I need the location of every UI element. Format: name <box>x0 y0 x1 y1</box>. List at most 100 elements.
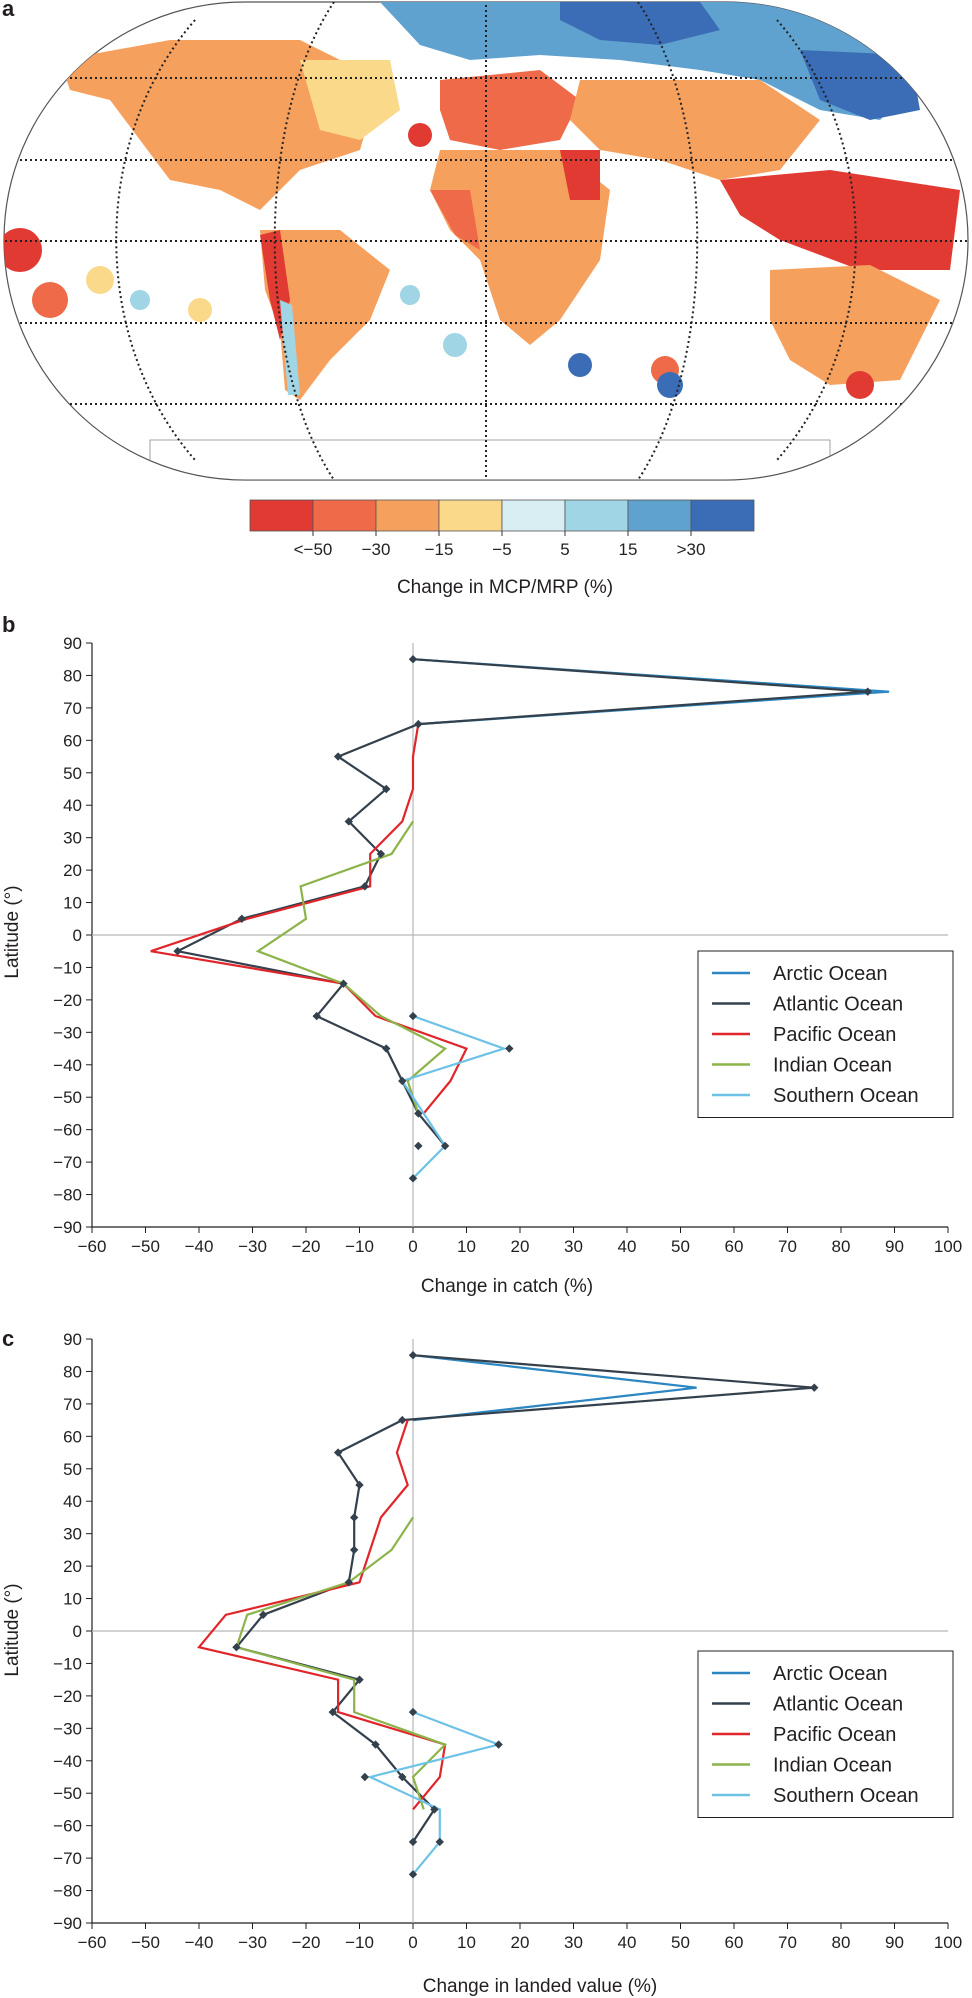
y-tick-label: −50 <box>53 1088 82 1107</box>
x-tick-label: 100 <box>934 1237 962 1256</box>
y-tick-label: −20 <box>53 991 82 1010</box>
data-point-marker <box>810 1383 819 1392</box>
y-tick-label: 90 <box>63 634 82 653</box>
y-tick-label: 60 <box>63 731 82 750</box>
data-point-marker <box>398 1772 407 1782</box>
series-line-arctic-ocean <box>412 658 890 726</box>
data-point-marker <box>408 1351 418 1360</box>
legend-label: Southern Ocean <box>773 1785 919 1807</box>
data-point-marker <box>408 1837 418 1847</box>
map-east-siberia <box>800 50 920 120</box>
x-tick-label: 20 <box>511 1933 530 1952</box>
x-tick-label: −50 <box>131 1237 160 1256</box>
chart-landed-value: 9080706050403020100−10−20−30−40−50−60−70… <box>53 1330 962 1952</box>
map-island <box>32 282 68 318</box>
map-north-america <box>60 40 380 210</box>
x-tick-label: 80 <box>832 1933 851 1952</box>
y-tick-label: 40 <box>63 1492 82 1511</box>
colorbar-bin <box>501 499 566 532</box>
chart-b-xlabel: Change in catch (%) <box>421 1276 593 1297</box>
map-middle-east <box>560 150 600 200</box>
series-line-pacific-ocean <box>150 723 469 1115</box>
series-line-southern-ocean <box>400 1015 508 1180</box>
y-tick-label: 80 <box>63 1362 82 1381</box>
y-tick-label: 0 <box>73 926 82 945</box>
legend-label: Arctic Ocean <box>773 963 887 985</box>
y-tick-label: −10 <box>53 1654 82 1673</box>
data-point-marker <box>414 1109 423 1118</box>
x-tick-label: 50 <box>671 1933 690 1952</box>
map-graticule <box>4 2 968 480</box>
y-tick-label: −70 <box>53 1849 82 1868</box>
series-line-arctic-ocean <box>412 1354 697 1422</box>
series-line-southern-ocean <box>366 1711 503 1876</box>
legend-label: Atlantic Ocean <box>773 1694 903 1716</box>
colorbar-title: Change in MCP/MRP (%) <box>397 577 613 598</box>
panel-c-label: c <box>2 1326 14 1351</box>
panel-a-label: a <box>2 0 15 21</box>
data-point-marker <box>414 1141 423 1151</box>
colorbar-bin <box>564 499 629 532</box>
map-island <box>568 353 592 377</box>
data-point-marker <box>398 1415 407 1425</box>
x-tick-label: 60 <box>725 1237 744 1256</box>
y-tick-label: −80 <box>53 1186 82 1205</box>
series-line-pacific-ocean <box>197 1419 447 1811</box>
data-point-marker <box>360 1772 370 1782</box>
colorbar-bin <box>690 499 755 532</box>
y-tick-label: 10 <box>63 1590 82 1609</box>
legend-label: Arctic Ocean <box>773 1663 887 1685</box>
y-tick-label: 30 <box>63 1525 82 1544</box>
data-point-marker <box>355 1675 364 1684</box>
colorbar-tick-label: <−50 <box>294 540 333 559</box>
map-island <box>408 123 432 147</box>
data-point-marker <box>398 1076 407 1086</box>
world-map <box>3 1 969 481</box>
colorbar-bin <box>627 499 692 532</box>
x-tick-label: −20 <box>292 1237 321 1256</box>
y-tick-label: 70 <box>63 1395 82 1414</box>
colorbar-tick-label: 15 <box>619 540 638 559</box>
data-point-marker <box>863 687 872 696</box>
y-tick-label: −10 <box>53 958 82 977</box>
y-tick-label: 0 <box>73 1622 82 1641</box>
y-tick-label: 80 <box>63 666 82 685</box>
y-tick-label: −30 <box>53 1719 82 1738</box>
x-tick-label: 30 <box>564 1933 583 1952</box>
map-island <box>846 371 874 399</box>
y-tick-label: −30 <box>53 1023 82 1042</box>
chart-c-xlabel: Change in landed value (%) <box>423 1976 658 1997</box>
data-point-marker <box>408 1011 418 1021</box>
x-tick-label: 60 <box>725 1933 744 1952</box>
y-tick-label: −60 <box>53 1817 82 1836</box>
y-tick-label: −40 <box>53 1056 82 1075</box>
data-point-marker <box>376 849 386 859</box>
colorbar-bin <box>249 499 314 532</box>
x-tick-label: −20 <box>292 1933 321 1952</box>
x-tick-label: −60 <box>78 1237 107 1256</box>
data-point-marker <box>414 719 423 729</box>
x-tick-label: −60 <box>78 1933 107 1952</box>
legend-label: Pacific Ocean <box>773 1024 896 1046</box>
data-point-marker <box>408 1174 418 1183</box>
series-line-indian-ocean <box>235 1516 448 1810</box>
map-island <box>657 372 683 398</box>
map-island <box>130 290 150 310</box>
chart-b-ylabel: Latitude (°) <box>2 885 23 978</box>
x-tick-label: 30 <box>564 1237 583 1256</box>
colorbar-bin <box>312 499 377 532</box>
data-point-marker <box>328 1707 337 1717</box>
x-tick-label: 100 <box>934 1933 962 1952</box>
x-tick-label: 50 <box>671 1237 690 1256</box>
map-southeast-asia <box>720 170 960 270</box>
data-point-marker <box>435 1837 444 1847</box>
y-tick-label: −60 <box>53 1121 82 1140</box>
colorbar-bin <box>438 499 503 532</box>
map-north-america-east <box>300 60 400 140</box>
map-australia <box>770 265 940 385</box>
y-tick-label: −40 <box>53 1752 82 1771</box>
map-island <box>188 298 212 322</box>
x-tick-label: 90 <box>885 1933 904 1952</box>
data-point-marker <box>355 1480 364 1490</box>
